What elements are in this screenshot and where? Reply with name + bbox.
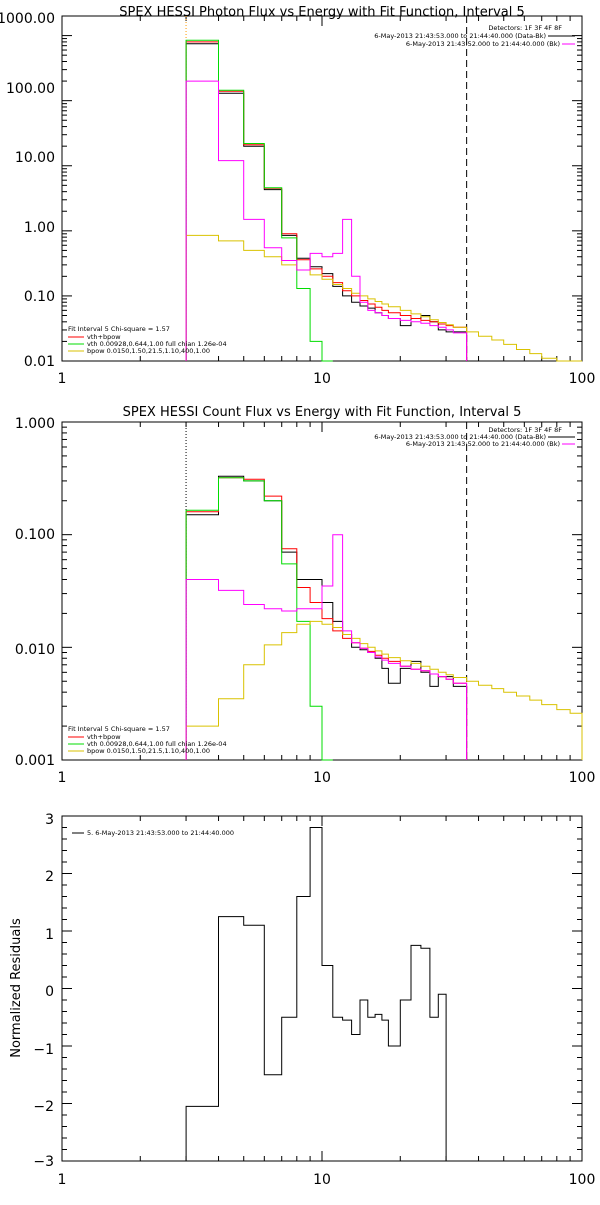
series-line-vth-bpow — [185, 41, 468, 361]
residuals-panel: 3 2 1 0 −1 −2 −3 1 10 100 Normalized Res… — [9, 812, 595, 1188]
y-tick-label: 1000.00 — [0, 11, 55, 27]
residuals-y-axis-label: Normalized Residuals — [9, 918, 24, 1058]
series-line-vth — [185, 39, 333, 362]
count-flux-ticks — [61, 422, 582, 761]
x-tick-label: 1 — [58, 371, 67, 387]
legend-vth-bpow: vth+bpow — [87, 733, 121, 741]
legend-residuals: 5. 6-May-2013 21:43:53.000 to 21:44:40.0… — [87, 829, 234, 837]
count-flux-legend-bottom: Fit Interval 5 Chi-square = 1.57 vth+bpo… — [68, 725, 227, 755]
photon-flux-axes-box — [61, 15, 583, 362]
x-tick-label: 10 — [313, 371, 331, 387]
count-flux-series — [185, 422, 583, 761]
photon-flux-legend-bottom: Fit Interval 5 Chi-square = 1.57 vth+bpo… — [68, 325, 227, 355]
series-line-bk — [185, 534, 468, 760]
y-tick-label: −1 — [33, 1042, 54, 1058]
series-line-bk — [185, 80, 468, 361]
residuals-series — [185, 827, 447, 1161]
y-tick-label: 0.10 — [24, 289, 55, 305]
count-flux-legend-top: Detectors: 1F 3F 4F 8F 6-May-2013 21:43:… — [374, 426, 575, 448]
legend-bk: 6-May-2013 21:43:52.000 to 21:44:40.000 … — [406, 40, 560, 48]
legend-fit-interval: Fit Interval 5 Chi-square = 1.57 — [68, 725, 170, 733]
y-tick-label: 1 — [45, 927, 54, 943]
series-line-bpow — [185, 234, 582, 362]
count-flux-title: SPEX HESSI Count Flux vs Energy with Fit… — [123, 405, 522, 420]
y-tick-label: 2 — [45, 869, 54, 885]
legend-detectors: Detectors: 1F 3F 4F 8F — [488, 24, 562, 32]
y-tick-label: 1.000 — [15, 416, 55, 432]
legend-detectors: Detectors: 1F 3F 4F 8F — [488, 426, 562, 434]
photon-flux-panel: SPEX HESSI Photon Flux vs Energy with Fi… — [0, 5, 595, 387]
y-tick-label: 3 — [45, 812, 54, 828]
photon-flux-legend-top: Detectors: 1F 3F 4F 8F 6-May-2013 21:43:… — [374, 24, 575, 48]
x-tick-label: 1 — [58, 770, 67, 786]
x-tick-label: 100 — [569, 1172, 596, 1188]
y-tick-label: 0.100 — [15, 527, 55, 543]
series-line-5-6-may-2013-21-43-53-000-to-21-44-40-000 — [185, 827, 447, 1161]
count-flux-panel: SPEX HESSI Count Flux vs Energy with Fit… — [15, 405, 595, 786]
x-tick-label: 1 — [58, 1172, 67, 1188]
y-tick-label: 0.001 — [15, 753, 55, 769]
photon-flux-ticks — [61, 15, 582, 362]
legend-data-bk: 6-May-2013 21:43:53.000 to 21:44:40.000 … — [374, 32, 546, 40]
x-tick-label: 10 — [313, 1172, 331, 1188]
series-line-vth — [185, 477, 333, 761]
x-tick-label: 10 — [313, 770, 331, 786]
y-tick-label: 100.00 — [6, 81, 55, 97]
y-tick-label: 0.010 — [15, 642, 55, 658]
x-tick-label: 100 — [569, 770, 596, 786]
y-tick-label: 1.00 — [24, 220, 55, 236]
x-tick-label: 100 — [569, 371, 596, 387]
legend-vth-bpow: vth+bpow — [87, 333, 121, 341]
series-line-bpow — [185, 620, 583, 760]
residuals-legend: 5. 6-May-2013 21:43:53.000 to 21:44:40.0… — [72, 829, 234, 837]
legend-vth: vth 0.00928,0.644,1.00 full chian 1.26e-… — [87, 340, 227, 348]
legend-bk: 6-May-2013 21:43:52.000 to 21:44:40.000 … — [406, 440, 560, 448]
y-tick-label: 0.01 — [24, 354, 55, 370]
legend-data-bk: 6-May-2013 21:43:53.000 to 21:44:40.000 … — [374, 433, 546, 441]
legend-fit-interval: Fit Interval 5 Chi-square = 1.57 — [68, 325, 170, 333]
legend-vth: vth 0.00928,0.644,1.00 full chian 1.26e-… — [87, 740, 227, 748]
y-tick-label: −3 — [33, 1154, 54, 1170]
series-line-vth-bpow — [185, 477, 468, 760]
legend-bpow: bpow 0.0150,1.50,21.5,1.10,400,1.00 — [87, 747, 210, 755]
y-tick-label: 0 — [45, 984, 54, 1000]
photon-flux-series — [185, 16, 582, 362]
legend-bpow: bpow 0.0150,1.50,21.5,1.10,400,1.00 — [87, 347, 210, 355]
y-tick-label: 10.00 — [15, 150, 55, 166]
y-tick-label: −2 — [33, 1099, 54, 1115]
